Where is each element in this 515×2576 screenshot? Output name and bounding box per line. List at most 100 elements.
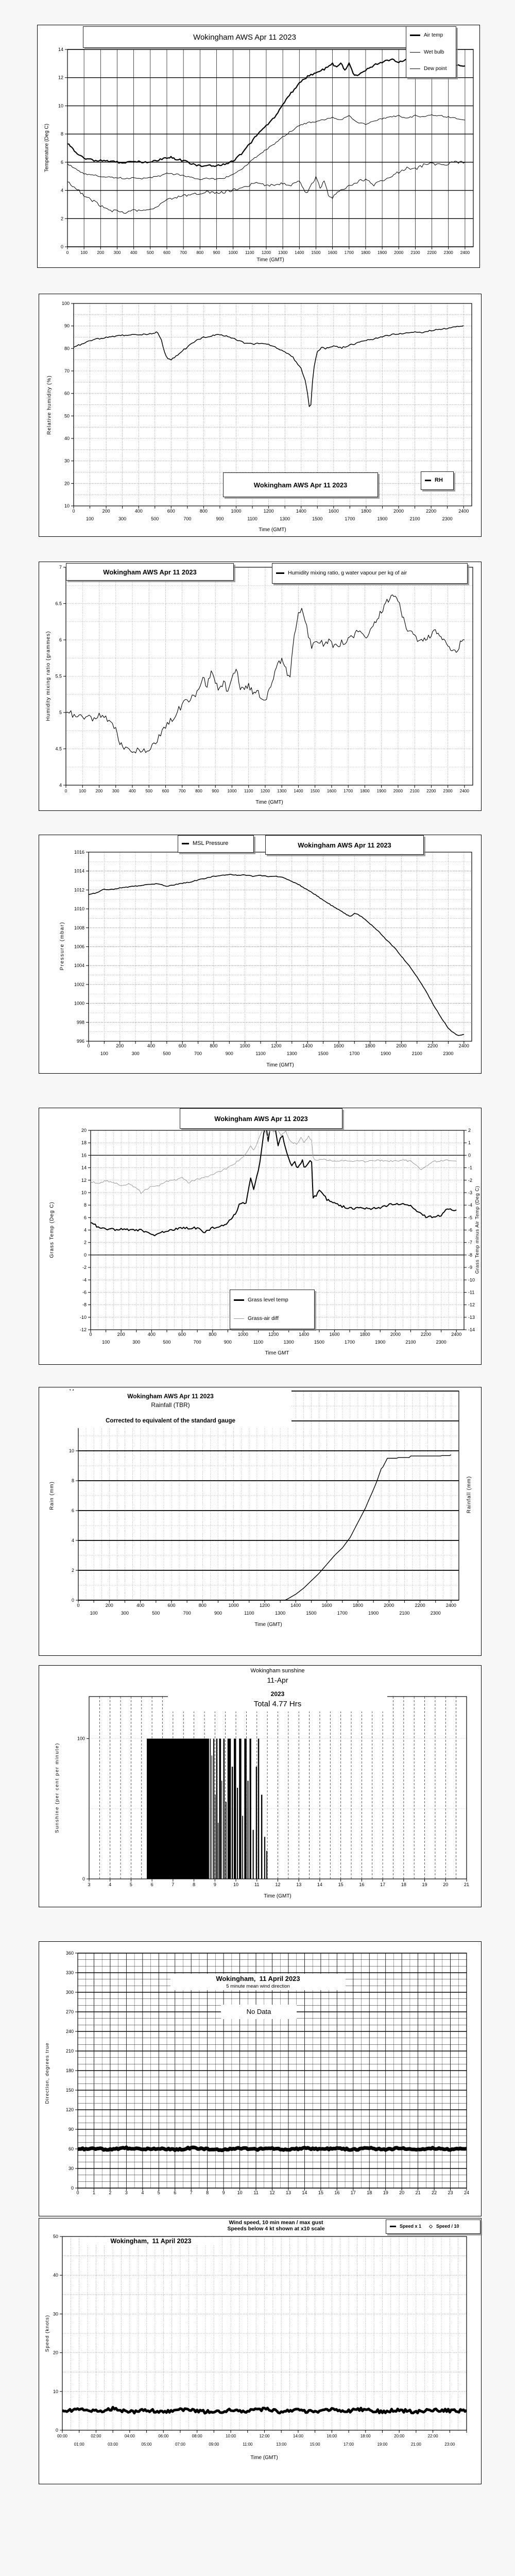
svg-text:30: 30 (64, 459, 70, 464)
pressure-chart: 9969981000100210041006100810101012101410… (74, 850, 472, 1056)
svg-text:3: 3 (125, 2190, 128, 2195)
svg-text:1006: 1006 (74, 944, 84, 950)
wind-direction-header: Wokingham, 11 April 2023 5 minute mean w… (170, 1974, 346, 1990)
svg-text:1100: 1100 (244, 789, 253, 793)
svg-text:400: 400 (135, 509, 143, 514)
svg-text:-6: -6 (468, 1228, 472, 1233)
svg-text:100: 100 (102, 1340, 110, 1345)
svg-text:2400: 2400 (460, 250, 470, 255)
svg-text:0: 0 (77, 1603, 79, 1608)
svg-text:2400: 2400 (451, 1332, 461, 1337)
svg-text:16: 16 (334, 2190, 339, 2195)
svg-text:50: 50 (64, 413, 70, 418)
svg-text:1200: 1200 (271, 1043, 281, 1048)
svg-text:100: 100 (79, 789, 86, 793)
svg-text:12: 12 (275, 1882, 280, 1887)
svg-text:300: 300 (114, 250, 121, 255)
svg-text:1800: 1800 (361, 509, 371, 514)
msl-pressure-line-icon (182, 842, 189, 844)
wind-speed-header: Wind speed, 10 min mean / max gust Speed… (168, 2219, 384, 2232)
diamond-icon: ◇ (429, 2223, 433, 2229)
svg-text:1900: 1900 (368, 1611, 379, 1616)
svg-text:1900: 1900 (377, 789, 387, 793)
svg-text:08:00: 08:00 (192, 2434, 203, 2438)
svg-text:03:00: 03:00 (108, 2442, 118, 2447)
svg-text:600: 600 (162, 789, 169, 793)
panel-pressure: 996 998 1000 1002 1004 1006 1008 1010 1012 1014 10… (39, 835, 482, 1074)
svg-text:19: 19 (383, 2190, 388, 2195)
panel-air-temperature: 0 2 4 6 8 10 12 14 0 100 200 300 400 500 600 700 800 900 1… (37, 25, 480, 268)
svg-text:18: 18 (401, 1882, 406, 1887)
svg-text:500: 500 (163, 1340, 170, 1345)
svg-text:8: 8 (84, 1202, 87, 1208)
svg-text:200: 200 (102, 509, 110, 514)
wind-speed-inplot-title: Wokingham, 11 April 2023 (84, 2238, 218, 2245)
svg-text:100: 100 (100, 1051, 108, 1056)
svg-text:1200: 1200 (260, 1603, 270, 1608)
svg-text:7: 7 (171, 1882, 174, 1887)
svg-text:10: 10 (58, 103, 63, 108)
panel-sunshine: 0 100 3 4 5 6 7 8 9 10 11 12 13 14 15 16 17 18 19 20 21 Woki… (39, 1665, 482, 1907)
y-axis-title-left: Rain (mm) (49, 1481, 55, 1510)
wind-direction-title: Wokingham, 11 April 2023 (216, 1975, 300, 1982)
svg-text:90: 90 (64, 324, 70, 329)
wet-bulb-line-icon (410, 52, 420, 53)
svg-text:1400: 1400 (296, 509, 306, 514)
svg-text:0: 0 (89, 1332, 92, 1337)
svg-text:11: 11 (254, 1882, 259, 1887)
svg-text:1800: 1800 (365, 1043, 375, 1048)
svg-text:00:00: 00:00 (57, 2434, 68, 2438)
svg-text:2000: 2000 (393, 509, 404, 514)
svg-text:900: 900 (226, 1051, 233, 1056)
svg-text:8: 8 (193, 1882, 195, 1887)
svg-text:1000: 1000 (240, 1043, 250, 1048)
x-axis-title: Time (GMT) (264, 1893, 291, 1899)
sunshine-chart: 0 100 3 4 5 6 7 8 9 10 11 12 13 14 15 16 17 18 19 20 21 (77, 1696, 469, 1887)
svg-text:700: 700 (180, 250, 187, 255)
y-axis-title: Speed (knots) (44, 2314, 50, 2352)
svg-text:22:00: 22:00 (428, 2434, 439, 2438)
svg-text:5: 5 (130, 1882, 132, 1887)
svg-text:16:00: 16:00 (327, 2434, 337, 2438)
svg-text:0: 0 (84, 1252, 87, 1258)
svg-text:2: 2 (61, 216, 63, 221)
svg-text:1008: 1008 (74, 925, 84, 930)
svg-text:-12: -12 (80, 1327, 87, 1332)
speed-x1-line-icon (390, 2225, 396, 2227)
svg-text:24: 24 (464, 2190, 469, 2195)
svg-text:6: 6 (59, 637, 62, 642)
svg-text:100: 100 (86, 516, 94, 521)
svg-text:4: 4 (61, 188, 63, 193)
temperature-legend: Air temp Wet bulb Dew point (406, 26, 456, 78)
x-axis-title: Time (GMT) (266, 1062, 294, 1068)
svg-text:2300: 2300 (436, 1340, 447, 1345)
svg-text:1900: 1900 (377, 250, 387, 255)
svg-text:1500: 1500 (312, 516, 322, 521)
svg-text:500: 500 (151, 516, 159, 521)
svg-text:10: 10 (81, 1190, 87, 1195)
svg-text:1400: 1400 (290, 1603, 301, 1608)
svg-text:9: 9 (222, 2190, 225, 2195)
svg-text:1016: 1016 (74, 850, 84, 855)
svg-text:18: 18 (81, 1140, 87, 1145)
svg-text:1100: 1100 (255, 1051, 265, 1056)
svg-text:2: 2 (109, 2190, 111, 2195)
y-axis-title: Relative humidity (%) (46, 375, 53, 435)
svg-text:700: 700 (194, 1340, 201, 1345)
svg-text:10: 10 (64, 503, 70, 509)
svg-text:600: 600 (167, 1603, 175, 1608)
svg-text:1200: 1200 (268, 1332, 279, 1337)
svg-text:1700: 1700 (345, 250, 354, 255)
svg-text:1700: 1700 (344, 789, 353, 793)
svg-text:330: 330 (66, 1970, 74, 1975)
chart-title: Wokingham AWS Apr 11 2023 (223, 472, 378, 497)
svg-text:1004: 1004 (74, 963, 84, 968)
svg-text:-4: -4 (82, 1277, 87, 1282)
svg-text:1002: 1002 (74, 982, 84, 987)
svg-text:5.5: 5.5 (55, 674, 62, 679)
svg-text:2200: 2200 (427, 1043, 438, 1048)
svg-text:360: 360 (66, 1951, 74, 1956)
svg-text:-13: -13 (468, 1315, 475, 1320)
svg-text:-10: -10 (80, 1315, 87, 1320)
sunshine-title: Wokingham sunshine (250, 1668, 305, 1674)
